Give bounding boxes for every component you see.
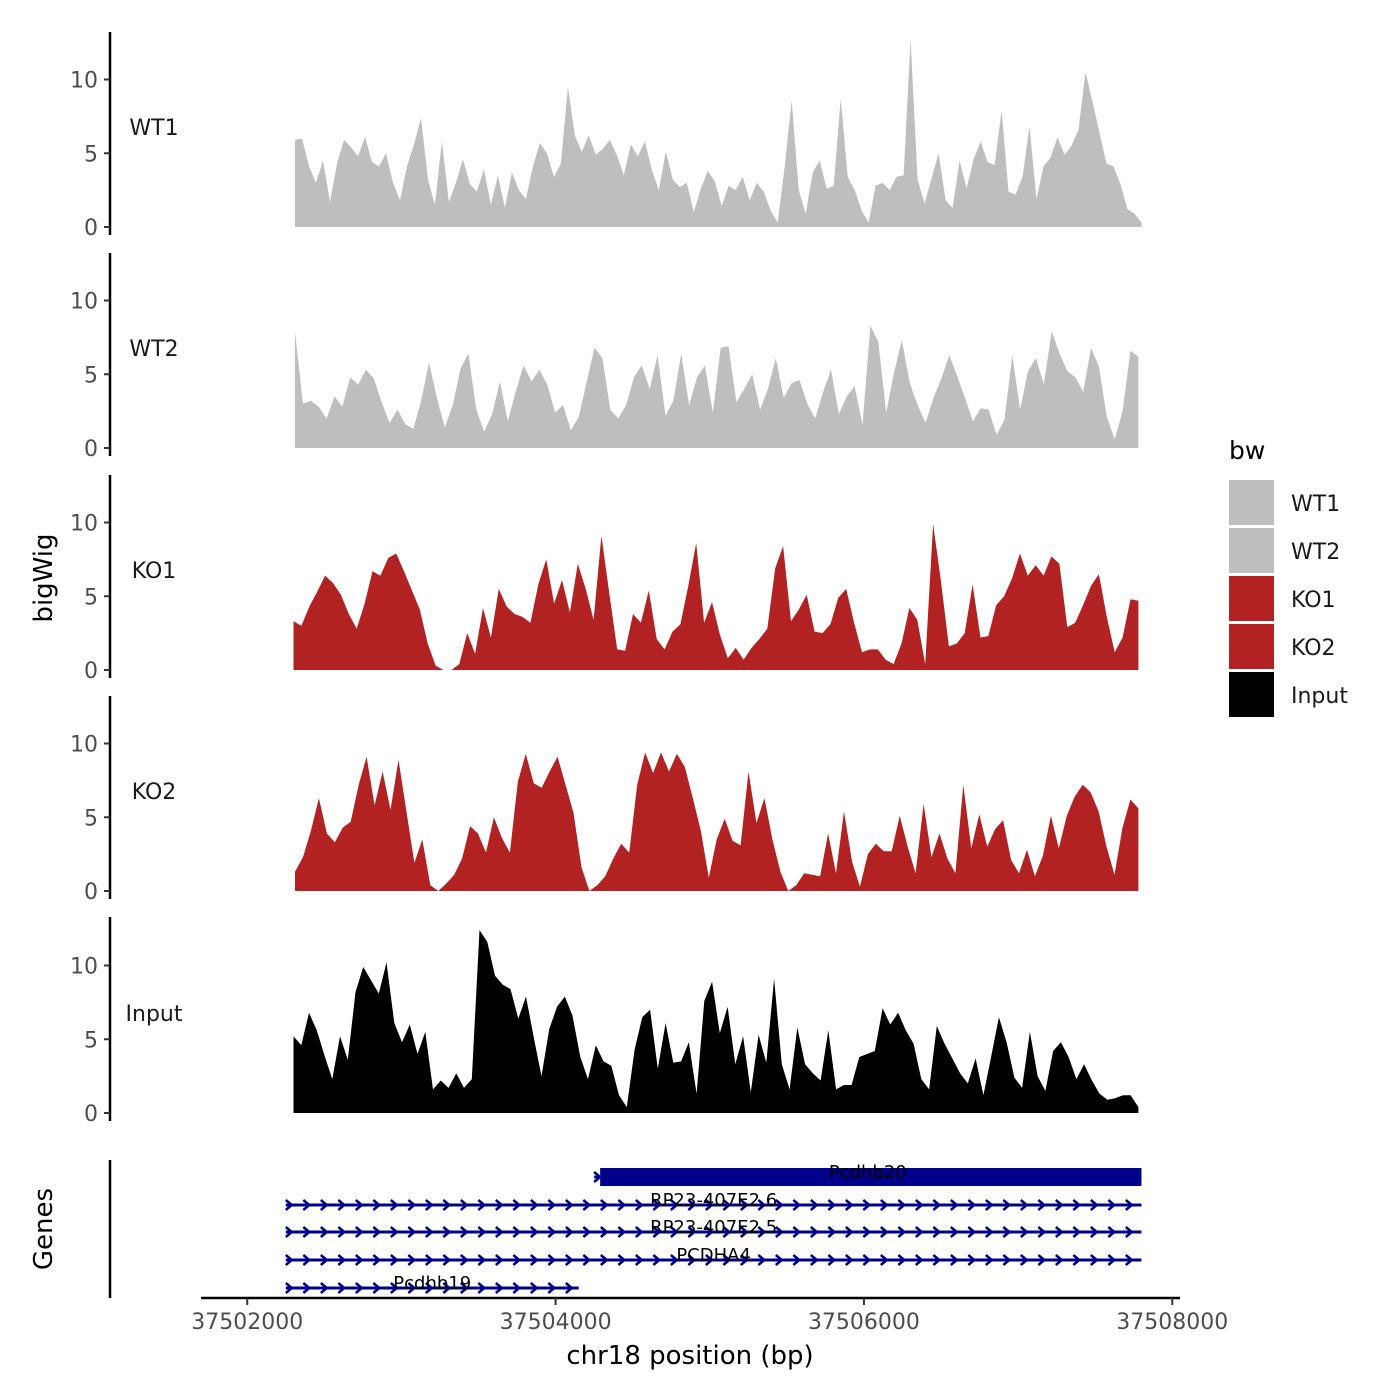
area-wt1 [295,39,1142,228]
exon-block [600,1168,1142,1186]
gene-rp23-407e2.6: RP23-407E2.6 [284,1190,1142,1211]
gene-label: Pcdhb20 [829,1162,907,1183]
track-label: WT1 [129,116,178,141]
legend-label: WT1 [1291,492,1340,517]
legend: WT1 WT2 KO1 KO2 Input [1229,480,1348,717]
legend-swatch [1229,480,1274,525]
y-tick-label: 10 [70,955,98,980]
legend-swatch [1229,528,1274,573]
track-ko1: 0 5 10 KO1 [70,475,1139,684]
genes-panel: Pcdhb20 RP23-407E2.6 RP23-407E2.5 PCDHA4 Pcd… [108,1160,1142,1298]
track-label: KO1 [132,559,177,584]
legend-label: KO2 [1291,636,1336,661]
y-tick-label: 5 [84,585,98,610]
track-input: 0 5 10 Input [70,917,1139,1127]
area-ko2 [295,752,1139,891]
area-wt2 [295,325,1139,448]
strand-chevrons [284,1282,574,1294]
x-axis-title: chr18 position (bp) [566,1341,813,1371]
gene-rp23-407e2.5: RP23-407E2.5 [284,1217,1142,1238]
strand-chevrons [284,1254,1134,1266]
gene-label: Pcdhb19 [393,1273,471,1294]
y-tick-label: 0 [84,1102,98,1127]
y-axis-title: bigWig [29,533,59,622]
legend-swatch [1229,672,1274,717]
legend-swatch [1229,576,1274,621]
legend-item-ko1: KO1 [1229,576,1336,621]
gene-pcdhb20: Pcdhb20 [593,1162,1142,1186]
strand-chevrons [284,1199,1134,1211]
y-tick-label: 5 [84,142,98,167]
x-tick-label: 37504000 [500,1310,612,1335]
legend-item-wt2: WT2 [1229,528,1340,573]
legend-item-wt1: WT1 [1229,480,1340,525]
y-tick-label: 10 [70,69,98,94]
track-label: Input [126,1002,183,1027]
y-tick-label: 0 [84,659,98,684]
track-wt2: 0 5 10 WT2 [70,253,1139,462]
x-axis: 37502000 37504000 37506000 37508000 [191,1296,1228,1335]
genes-axis-title: Genes [29,1188,59,1270]
gene-label: PCDHA4 [676,1245,751,1266]
tracks-layer: 0 5 10 WT1 0 5 10 WT2 0 5 10 KO1 0 5 10 KO2 0 5 10 Input [70,32,1142,1127]
track-wt1: 0 5 10 WT1 [70,32,1142,241]
y-tick-label: 5 [84,363,98,388]
y-tick-label: 5 [84,806,98,831]
area-input [293,930,1139,1113]
y-tick-label: 5 [84,1028,98,1053]
y-tick-label: 10 [70,290,98,315]
gene-label: RP23-407E2.5 [650,1217,777,1238]
y-tick-label: 10 [70,512,98,537]
strand-chevrons [284,1226,1134,1238]
legend-item-ko2: KO2 [1229,624,1336,669]
x-tick-label: 37508000 [1116,1310,1228,1335]
y-tick-label: 0 [84,437,98,462]
x-tick-label: 37502000 [191,1310,303,1335]
legend-label: Input [1291,684,1348,709]
gene-pcdhb19: Pcdhb19 [284,1273,579,1294]
x-tick-label: 37506000 [808,1310,920,1335]
legend-label: WT2 [1291,540,1340,565]
legend-swatch [1229,624,1274,669]
legend-title: bw [1229,436,1265,465]
gene-label: RP23-407E2.6 [650,1190,777,1211]
track-label: WT2 [129,337,178,362]
y-tick-label: 0 [84,880,98,905]
y-tick-label: 0 [84,216,98,241]
y-tick-label: 10 [70,733,98,758]
track-label: KO2 [132,780,177,805]
gene-pcdha4: PCDHA4 [284,1245,1142,1266]
area-ko1 [293,524,1139,670]
legend-item-input: Input [1229,672,1348,717]
legend-label: KO1 [1291,588,1336,613]
track-ko2: 0 5 10 KO2 [70,696,1139,905]
